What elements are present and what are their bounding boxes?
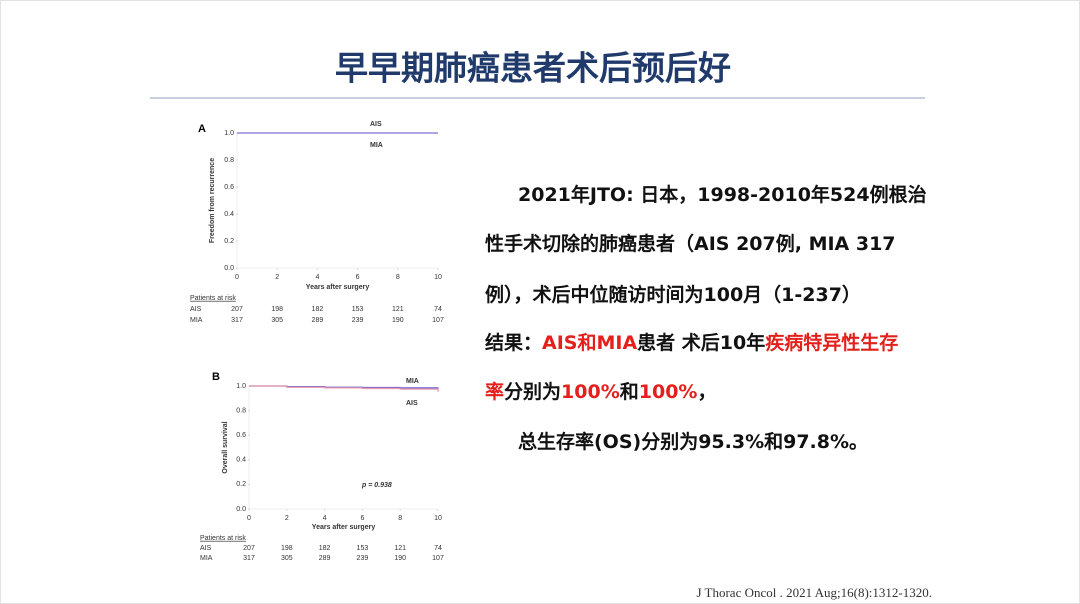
slide-title: 早早期肺癌患者术后预后好 [335,49,731,88]
x-tick-label: 0 [235,274,239,281]
body-line: 率分别为100%和100%， [485,380,716,403]
x-tick-label: 8 [398,515,402,522]
x-tick-label: 6 [360,515,364,522]
body-line: 结果：AIS和MIA患者 术后10年疾病特异性生存 [485,331,898,354]
risk-count: 190 [392,317,404,324]
p-value: p = 0.938 [361,482,392,489]
text-segment: 患者 术后10年 [637,331,765,354]
panel-label: B [212,371,220,383]
risk-count: 198 [281,545,293,552]
x-tick-label: 2 [285,515,289,522]
x-tick-label: 6 [356,274,360,281]
y-tick-label: 1.0 [224,130,234,137]
body-line: 性手术切除的肺癌患者（AIS 207例, MIA 317 [485,232,896,255]
x-tick-label: 4 [315,274,319,281]
risk-count: 182 [312,306,324,313]
x-tick-label: 2 [275,274,279,281]
risk-count: 289 [312,317,324,324]
x-tick-label: 10 [434,274,442,281]
text-segment: 2021年JTO: 日本，1998-2010年524例根治 [518,183,927,206]
y-axis-title: Overall survival [222,421,229,473]
risk-row-label: AIS [200,545,212,552]
risk-count: 207 [231,306,243,313]
y-tick-label: 0.4 [236,457,246,464]
risk-count: 317 [243,555,255,562]
body-line: 例），术后中位随访时间为100月（1-237） [485,283,861,306]
y-tick-label: 0.0 [224,265,234,272]
x-axis-title: Years after surgery [306,284,370,291]
risk-count: 153 [357,545,369,552]
y-axis-title: Freedom from recurrence [209,158,216,243]
risk-count: 74 [434,306,442,313]
risk-count: 239 [357,555,369,562]
risk-count: 239 [352,317,364,324]
risk-row-label: AIS [190,306,202,313]
risk-count: 153 [352,306,364,313]
risk-count: 289 [319,555,331,562]
x-tick-label: 0 [247,515,251,522]
risk-count: 305 [281,555,293,562]
y-tick-label: 1.0 [236,383,246,390]
y-tick-label: 0.6 [224,184,234,191]
body-line: 总生存率(OS)分别为95.3%和97.8%。 [518,430,868,453]
series-label: AIS [370,121,382,128]
y-tick-label: 0.4 [224,211,234,218]
y-tick-label: 0.2 [224,238,234,245]
risk-count: 121 [392,306,404,313]
text-segment: 例），术后中位随访时间为100月（1-237） [485,283,861,306]
risk-row-label: MIA [190,317,203,324]
x-tick-label: 10 [434,515,442,522]
text-segment: AIS和MIA [542,331,637,354]
survival-curve [249,385,439,392]
text-segment: 疾病特异性生存 [765,331,898,354]
y-tick-label: 0.8 [236,407,246,414]
text-segment: 分别为 [504,380,561,403]
series-label: MIA [370,142,383,149]
x-tick-label: 4 [323,515,327,522]
text-segment: 100% [639,381,698,403]
risk-table-header: Patients at risk [190,295,236,302]
risk-count: 182 [319,545,331,552]
panel-label: A [198,123,206,135]
y-tick-label: 0.6 [236,432,246,439]
risk-count: 317 [231,317,243,324]
risk-count: 207 [243,545,255,552]
x-tick-label: 8 [396,274,400,281]
x-axis-title: Years after surgery [312,524,376,531]
risk-row-label: MIA [200,555,213,562]
risk-count: 107 [432,555,444,562]
text-segment: ， [697,381,716,403]
text-segment: 总生存率(OS)分别为95.3%和97.8%。 [518,430,868,453]
risk-count: 107 [432,317,444,324]
risk-table-header: Patients at risk [200,535,246,542]
risk-count: 190 [394,555,406,562]
risk-count: 198 [271,306,283,313]
risk-count: 74 [434,545,442,552]
text-segment: 率 [485,380,504,403]
risk-count: 305 [271,317,283,324]
text-segment: 性手术切除的肺癌患者（AIS 207例, MIA 317 [485,232,896,255]
series-label: AIS [406,400,418,407]
series-label: MIA [406,378,419,385]
body-line: 2021年JTO: 日本，1998-2010年524例根治 [518,183,927,206]
y-tick-label: 0.2 [236,481,246,488]
y-tick-label: 0.0 [236,506,246,513]
text-segment: 和 [620,380,639,403]
citation: J Thorac Oncol . 2021 Aug;16(8):1312-132… [696,585,932,600]
y-tick-label: 0.8 [224,157,234,164]
text-segment: 结果： [485,331,542,354]
text-segment: 100% [561,381,620,403]
risk-count: 121 [394,545,406,552]
